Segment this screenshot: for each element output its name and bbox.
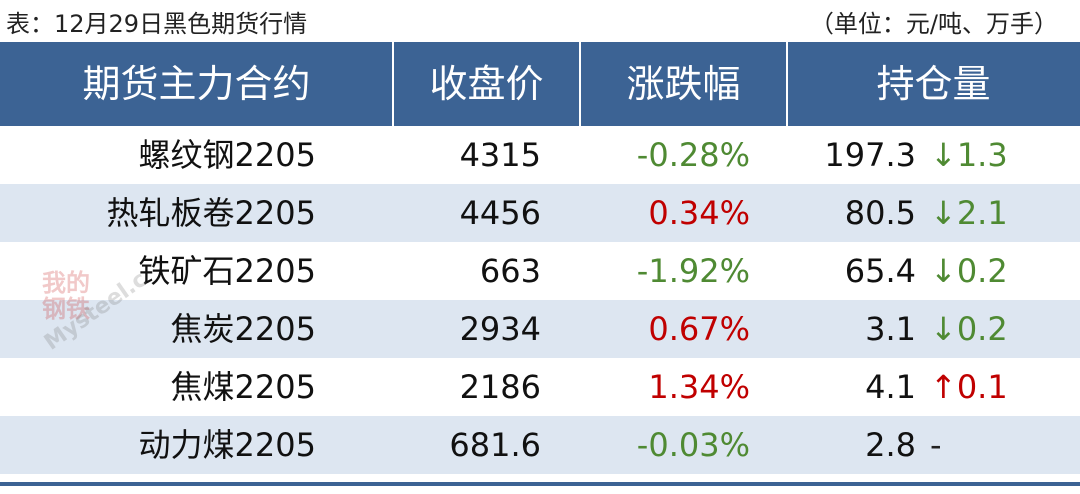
close-price: 2186 — [459, 368, 541, 406]
close-price: 681.6 — [449, 426, 541, 464]
change-pct: -0.03% — [636, 426, 750, 464]
open-interest-change: ↓2.1 — [930, 194, 1008, 232]
row-background — [0, 126, 1080, 184]
close-price: 4315 — [459, 136, 541, 174]
contract-name: 焦煤2205 — [170, 368, 316, 406]
open-interest: 197.3 — [824, 136, 916, 174]
caption-unit: （单位：元/吨、万手） — [809, 10, 1058, 38]
open-interest-change: ↓0.2 — [930, 252, 1008, 290]
column-header: 涨跌幅 — [626, 62, 741, 106]
change-pct: 0.34% — [648, 194, 750, 232]
change-pct: -0.28% — [636, 136, 750, 174]
open-interest-change: ↓0.2 — [930, 310, 1008, 348]
close-price: 4456 — [459, 194, 541, 232]
open-interest-change: ↓1.3 — [930, 136, 1008, 174]
open-interest: 80.5 — [844, 194, 916, 232]
row-background — [0, 242, 1080, 300]
column-header: 持仓量 — [876, 62, 991, 106]
change-pct: 0.67% — [648, 310, 750, 348]
contract-name: 热轧板卷2205 — [106, 194, 316, 232]
header-separator — [392, 42, 394, 126]
row-background — [0, 300, 1080, 358]
contract-name: 焦炭2205 — [170, 310, 316, 348]
change-pct: 1.34% — [648, 368, 750, 406]
header-separator — [786, 42, 788, 126]
row-background — [0, 358, 1080, 416]
caption-title: 表：12月29日黑色期货行情 — [6, 10, 308, 38]
watermark-stamp: 我的钢铁 — [42, 269, 90, 323]
open-interest: 4.1 — [865, 368, 916, 406]
contract-name: 螺纹钢2205 — [138, 136, 316, 174]
open-interest: 3.1 — [865, 310, 916, 348]
header-bar — [0, 42, 1080, 126]
open-interest-change: - — [930, 426, 942, 464]
contract-name: 铁矿石2205 — [138, 252, 316, 290]
column-header: 期货主力合约 — [82, 62, 311, 106]
close-price: 2934 — [459, 310, 541, 348]
contract-name: 动力煤2205 — [138, 426, 316, 464]
row-background — [0, 184, 1080, 242]
bottom-rule — [0, 482, 1080, 486]
open-interest: 2.8 — [865, 426, 916, 464]
header-separator — [579, 42, 581, 126]
row-background — [0, 416, 1080, 474]
open-interest: 65.4 — [844, 252, 916, 290]
change-pct: -1.92% — [636, 252, 750, 290]
close-price: 663 — [479, 252, 541, 290]
column-header: 收盘价 — [429, 62, 544, 106]
open-interest-change: ↑0.1 — [930, 368, 1008, 406]
